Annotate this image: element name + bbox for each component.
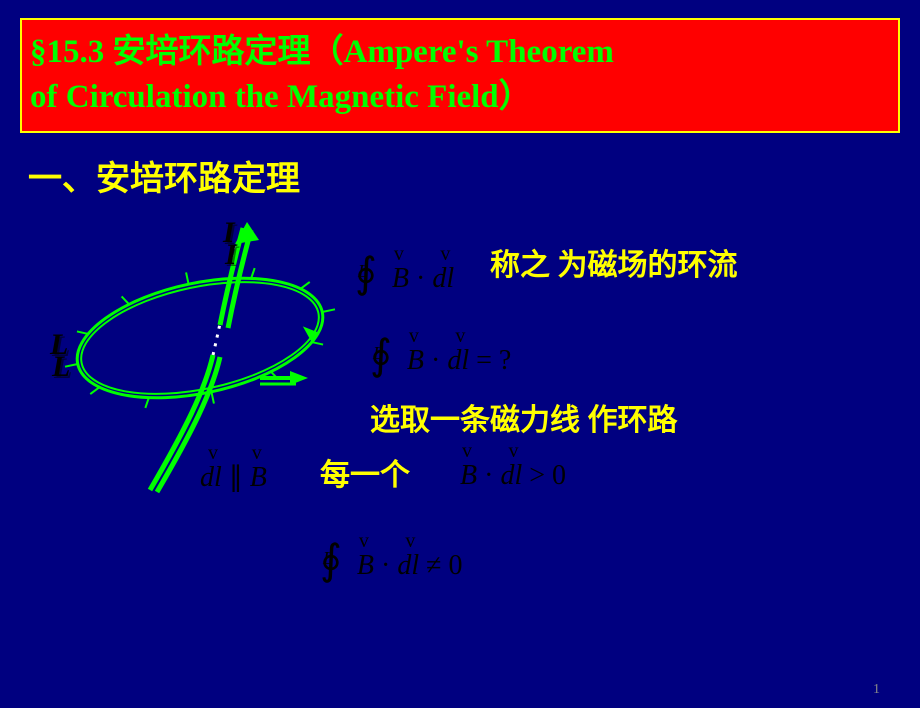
sym-d-2: d — [447, 345, 461, 376]
sym-ne0: ≠ 0 — [426, 550, 462, 581]
formula-parallel: v dl ∥ v B — [200, 460, 267, 494]
label-l-2: L — [52, 350, 70, 384]
sym-d-3r: d — [500, 460, 514, 491]
vec-dl-3: v — [208, 442, 215, 465]
sym-dot: · — [416, 263, 425, 294]
content-area: I I L L ∮L v B · v dl 称之 为磁场的环流 ∮L v B ·… — [0, 200, 920, 680]
vec-b-2: v — [409, 325, 416, 348]
integral-sub-2: L — [373, 343, 383, 364]
ampere-loop-diagram: I I L L — [45, 210, 345, 510]
formula-positive: v B · v dl > 0 — [460, 460, 566, 492]
formula-question: ∮L v B · v dl = ? — [370, 330, 511, 380]
page-number: 1 — [873, 682, 880, 698]
vec-b-3: v — [252, 442, 259, 465]
integral-sub: L — [358, 261, 368, 282]
integral-sub-4: L — [323, 548, 333, 569]
title-line-1: §15.3 安培环路定理（Ampere's Theorem — [30, 34, 614, 70]
sym-d: d — [432, 263, 446, 294]
vec-dl-2: v — [455, 325, 462, 348]
vec-b: v — [394, 243, 401, 266]
sym-b-3: B — [250, 462, 267, 493]
vec-dl: v — [440, 243, 447, 266]
sym-dot-2: · — [431, 345, 440, 376]
title-box: §15.3 安培环路定理（Ampere's Theorem of Circula… — [20, 18, 900, 133]
vec-dl-3r: v — [508, 440, 515, 463]
section-heading: 一、安培环路定理 — [28, 151, 920, 200]
sym-eq-q: = ? — [476, 345, 511, 376]
annotation-each: 每一个 — [320, 450, 410, 494]
annotation-select-loop: 选取一条磁力线 作环路 — [370, 395, 678, 439]
vec-dl-4: v — [405, 530, 412, 553]
label-i-2: I — [225, 238, 237, 272]
sym-l: l — [446, 263, 454, 294]
vec-b-4: v — [359, 530, 366, 553]
annotation-circulation: 称之 为磁场的环流 — [490, 240, 738, 284]
sym-d-3: d — [200, 462, 214, 493]
sym-l-3: l — [214, 462, 222, 493]
title-line-2: of Circulation the Magnetic Field） — [30, 79, 532, 115]
sym-d-4: d — [397, 550, 411, 581]
sym-l-2: l — [461, 345, 469, 376]
sym-b-2: B — [407, 345, 424, 376]
title-text: §15.3 安培环路定理（Ampere's Theorem of Circula… — [30, 30, 890, 119]
formula-circulation: ∮L v B · v dl — [355, 248, 454, 298]
formula-nonzero: ∮L v B · v dl ≠ 0 — [320, 535, 462, 585]
sym-dot-4: · — [381, 550, 390, 581]
sym-dot-3r: · — [484, 460, 493, 491]
sym-parallel: ∥ — [229, 462, 243, 493]
sym-b: B — [392, 263, 409, 294]
vec-b-3r: v — [462, 440, 469, 463]
sym-b-4: B — [357, 550, 374, 581]
diagram-svg — [45, 210, 345, 510]
sym-l-4: l — [411, 550, 419, 581]
sym-b-3r: B — [460, 460, 477, 491]
sym-l-3r: l — [514, 460, 522, 491]
sym-gt0: > 0 — [529, 460, 566, 491]
